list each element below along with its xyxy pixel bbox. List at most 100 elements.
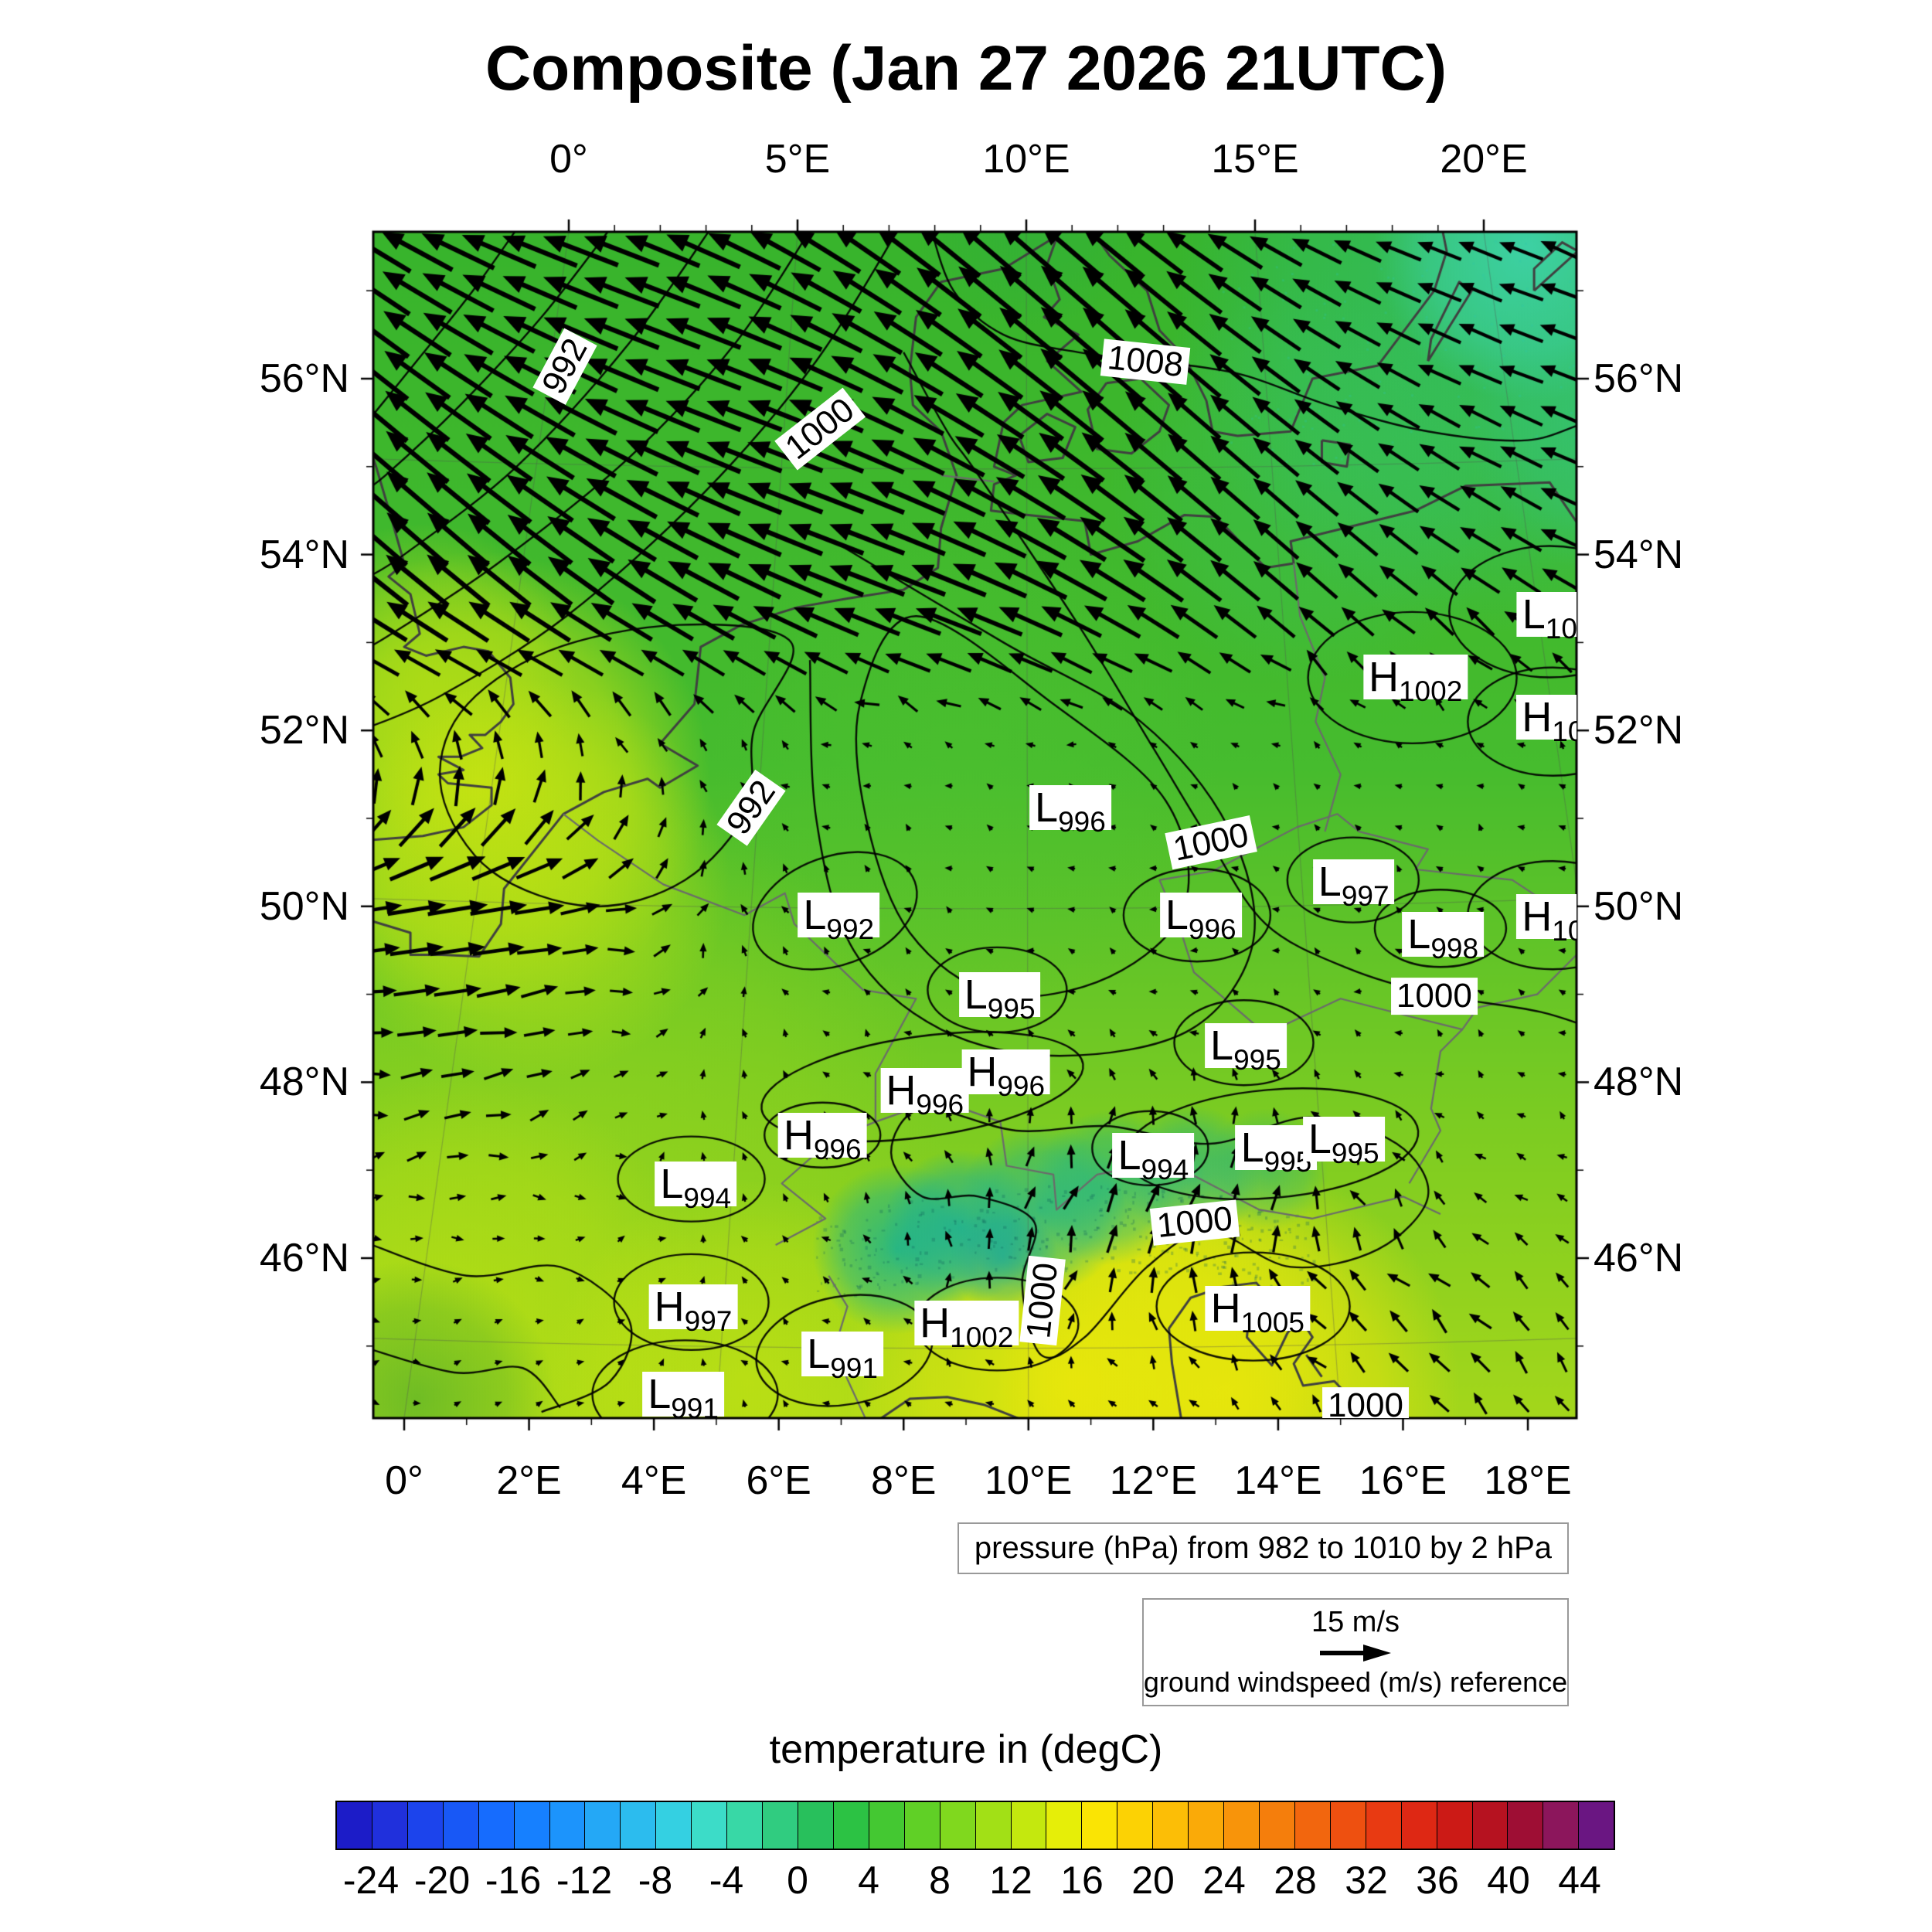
pressure-center-letter: L (1522, 590, 1546, 638)
colorbar-cell (1507, 1802, 1543, 1849)
axis-label-right-lat: 56°N (1594, 356, 1684, 401)
axis-label-left-lat: 54°N (259, 532, 349, 577)
pressure-contour-label: 1000 (1322, 1387, 1409, 1418)
pressure-center-value: 1002 (1398, 675, 1463, 707)
pressure-center-letter: L (1035, 784, 1059, 832)
colorbar-cell (1471, 1802, 1508, 1849)
colorbar-tick-label: 4 (858, 1859, 879, 1902)
colorbar-cell (337, 1802, 372, 1849)
colorbar-tick-label: -8 (638, 1859, 673, 1902)
pressure-center-letter: L (964, 971, 988, 1018)
colorbar-cell (1081, 1802, 1117, 1849)
colorbar-tick-label: 44 (1558, 1859, 1601, 1902)
pressure-center-letter: L (1407, 911, 1431, 958)
colorbar-cell (1294, 1802, 1330, 1849)
low-pressure-center-label: L991 (801, 1331, 883, 1383)
low-pressure-center-label: L996 (1029, 784, 1111, 836)
pressure-center-letter: H (1522, 893, 1553, 940)
pressure-center-value: 996 (916, 1088, 964, 1121)
colorbar-tick-label: -20 (413, 1859, 471, 1902)
colorbar-cell (832, 1802, 869, 1849)
chart-title: Composite (Jan 27 2026 21UTC) (485, 33, 1447, 104)
colorbar-tick-label: -24 (342, 1859, 400, 1902)
axis-label-bottom-lon: 10°E (985, 1458, 1073, 1503)
pressure-center-value: 10 (1545, 612, 1577, 645)
colorbar-tick-label: 24 (1202, 1859, 1246, 1902)
colorbar-cell (939, 1802, 975, 1849)
high-pressure-center-label: H10 (1516, 893, 1577, 945)
axis-label-left-lat: 50°N (259, 883, 349, 929)
low-pressure-center-label: L995 (1205, 1022, 1287, 1074)
pressure-center-value: 991 (830, 1352, 878, 1385)
pressure-center-value: 994 (683, 1182, 732, 1215)
axis-label-top-lon: 5°E (764, 137, 831, 182)
axis-label-right-lat: 52°N (1594, 708, 1684, 753)
colorbar-tick-label: 36 (1416, 1859, 1459, 1902)
pressure-center-letter: L (803, 892, 827, 939)
pressure-center-letter: L (1210, 1022, 1234, 1069)
colorbar-cell (1329, 1802, 1366, 1849)
colorbar-tick-label: -12 (556, 1859, 613, 1902)
colorbar-tick-label: 28 (1274, 1859, 1317, 1902)
axis-label-bottom-lon: 12°E (1109, 1458, 1198, 1503)
colorbar-cell (797, 1802, 833, 1849)
high-pressure-center-label: H1002 (1362, 653, 1468, 706)
pressure-contour-label: 1000 (1020, 1255, 1066, 1345)
axis-label-bottom-lon: 6°E (746, 1458, 811, 1503)
pressure-contour-label: 1000 (1149, 1200, 1240, 1247)
pressure-contour-label: 1008 (1100, 339, 1190, 385)
axis-label-left-lat: 46°N (259, 1236, 349, 1281)
colorbar-cell (1188, 1802, 1224, 1849)
high-pressure-center-label: H996 (961, 1049, 1051, 1100)
low-pressure-center-label: L10 (1516, 590, 1577, 643)
colorbar-cell (549, 1802, 585, 1849)
colorbar-cell (1117, 1802, 1153, 1849)
colorbar-cell (1543, 1802, 1579, 1849)
pressure-center-value: 994 (1141, 1153, 1189, 1185)
pressure-center-letter: L (1318, 858, 1342, 905)
axis-label-top-lon: 15°E (1211, 137, 1299, 182)
axis-label-top-lon: 0° (549, 137, 588, 182)
pressure-center-letter: L (660, 1161, 684, 1208)
pressure-center-value: 996 (997, 1070, 1046, 1102)
axis-label-left-lat: 52°N (259, 708, 349, 753)
axis-label-right-lat: 54°N (1594, 532, 1684, 577)
pressure-center-value: 992 (826, 913, 875, 946)
colorbar-cell (584, 1802, 621, 1849)
low-pressure-center-label: L995 (958, 971, 1041, 1023)
colorbar-cell (691, 1802, 727, 1849)
pressure-center-value: 991 (671, 1393, 719, 1418)
colorbar-cell (478, 1802, 514, 1849)
wind-reference-caption: ground windspeed (m/s) reference (1143, 1666, 1568, 1698)
low-pressure-center-label: L998 (1402, 911, 1485, 963)
pressure-center-letter: L (807, 1331, 831, 1378)
colorbar-title: temperature in (degC) (769, 1727, 1163, 1772)
pressure-center-letter: H (1210, 1284, 1241, 1332)
colorbar-cell (903, 1802, 940, 1849)
colorbar-cell (1365, 1802, 1401, 1849)
colorbar-cell (406, 1802, 443, 1849)
low-pressure-center-label: L995 (1302, 1117, 1385, 1168)
wind-reference-arrow-icon (1320, 1644, 1391, 1662)
colorbar-tick-label: 8 (929, 1859, 951, 1902)
pressure-center-letter: H (1368, 653, 1399, 700)
pressure-center-value: 995 (987, 992, 1036, 1025)
high-pressure-center-label: H1002 (914, 1301, 1019, 1352)
colorbar-tick-label: -16 (485, 1859, 542, 1902)
axis-label-bottom-lon: 18°E (1484, 1458, 1572, 1503)
low-pressure-center-label: L994 (1112, 1132, 1195, 1184)
colorbar-tick-label: 32 (1345, 1859, 1388, 1902)
wind-reference-box: 15 m/s ground windspeed (m/s) reference (1142, 1598, 1569, 1706)
axis-label-left-lat: 48°N (259, 1060, 349, 1105)
colorbar-cell (1258, 1802, 1294, 1849)
pressure-center-value: 10 (1552, 915, 1577, 947)
colorbar-cell (1046, 1802, 1082, 1849)
colorbar-cell (655, 1802, 692, 1849)
pressure-contour-label: 1000 (1390, 978, 1478, 1015)
high-pressure-center-label: H997 (648, 1284, 738, 1335)
low-pressure-center-label: L996 (1159, 892, 1242, 944)
colorbar-cell (1578, 1802, 1614, 1849)
pressure-center-letter: L (1165, 892, 1189, 939)
colorbar-cell (1010, 1802, 1046, 1849)
